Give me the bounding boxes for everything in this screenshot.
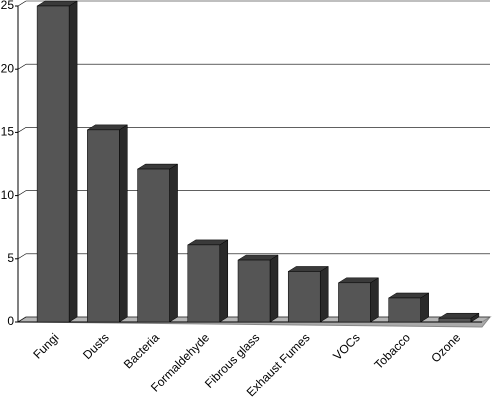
y-tick-label: 10 xyxy=(1,188,15,202)
bar xyxy=(36,5,70,323)
bar-side xyxy=(119,124,128,323)
bar-side xyxy=(319,265,329,323)
bar-side xyxy=(219,239,229,323)
grid-line-depth xyxy=(17,190,27,196)
grid-line-depth xyxy=(17,127,27,133)
bar xyxy=(287,271,321,323)
x-tick-label: Fungi xyxy=(30,330,61,361)
bar xyxy=(87,129,120,323)
y-tick-label: 0 xyxy=(7,314,14,328)
y-tick-label: 15 xyxy=(1,125,15,139)
bar-side xyxy=(370,277,379,323)
x-tick-label: Bacteria xyxy=(121,330,162,371)
grid-line-depth xyxy=(17,0,27,7)
y-tick-label: 25 xyxy=(1,0,15,12)
x-tick-label: Tobacco xyxy=(372,330,414,372)
bar-side xyxy=(269,254,279,323)
bar xyxy=(187,244,221,323)
bar xyxy=(338,282,371,323)
bar-side xyxy=(169,163,178,323)
bar xyxy=(438,317,472,323)
bar xyxy=(237,259,271,323)
grid-line-depth xyxy=(17,63,27,70)
y-tick-label: 5 xyxy=(7,251,14,265)
y-tick-label: 20 xyxy=(1,61,15,75)
bar xyxy=(388,297,421,323)
bar-side xyxy=(68,0,78,323)
grid-line-depth xyxy=(17,316,27,323)
grid-line-depth xyxy=(17,253,27,260)
x-tick-label: Ozone xyxy=(428,330,463,365)
bar xyxy=(137,168,170,323)
x-tick-label: VOCs xyxy=(330,330,363,363)
x-tick-label: Dusts xyxy=(80,330,112,362)
